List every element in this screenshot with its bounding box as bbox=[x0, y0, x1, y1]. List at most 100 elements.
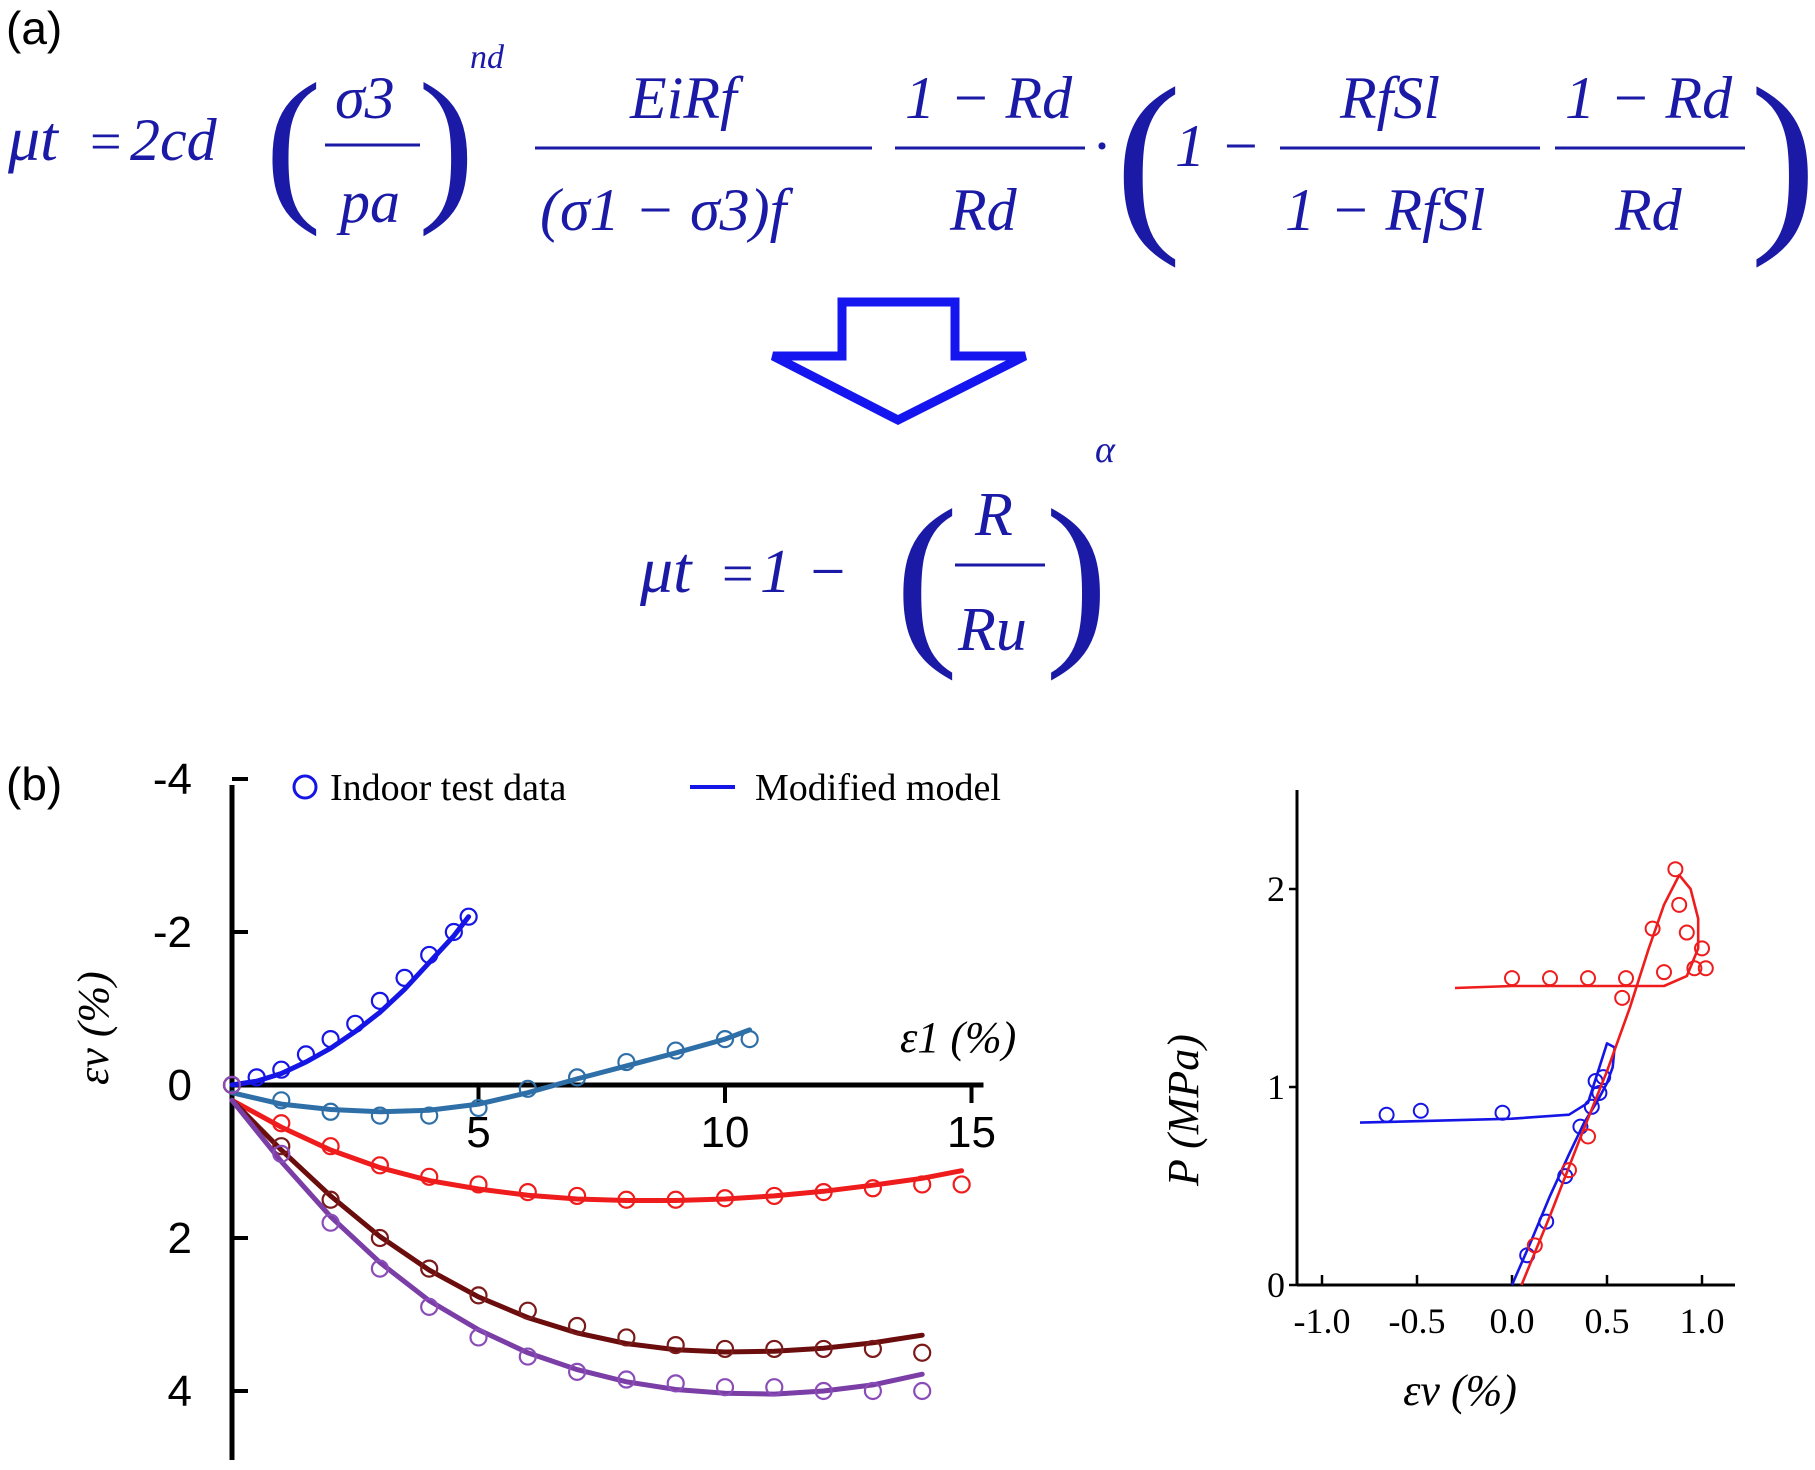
data-point bbox=[666, 1190, 685, 1209]
data-point bbox=[913, 1381, 932, 1401]
data-point bbox=[296, 1045, 316, 1064]
right-y-tick-label: 2 bbox=[1267, 869, 1285, 909]
data-point bbox=[617, 1190, 636, 1209]
svg-text:=: = bbox=[90, 111, 122, 173]
data-point bbox=[459, 907, 478, 926]
data-point bbox=[567, 1362, 587, 1381]
data-point bbox=[1686, 960, 1703, 977]
panel-label-b: (b) bbox=[6, 758, 62, 810]
data-point bbox=[913, 1175, 932, 1194]
data-point bbox=[567, 1068, 587, 1087]
eq1-sigdiff: (σ1 − σ3)f bbox=[540, 177, 794, 243]
data-point bbox=[913, 1343, 932, 1362]
data-point bbox=[272, 1060, 291, 1079]
left-series-4 bbox=[222, 1075, 932, 1401]
data-point bbox=[395, 968, 414, 988]
left-series bbox=[222, 907, 971, 1401]
legend: Indoor test data Modified model bbox=[292, 767, 1001, 809]
right-y-tick-label: 1 bbox=[1267, 1067, 1285, 1107]
data-point bbox=[420, 945, 439, 965]
data-point bbox=[1667, 861, 1684, 878]
eq1-sigma3: σ3 bbox=[335, 65, 395, 131]
left-y-axis-title: εv (%) bbox=[69, 971, 118, 1085]
data-point bbox=[814, 1339, 833, 1359]
data-point bbox=[617, 1052, 636, 1072]
data-point bbox=[321, 1190, 340, 1209]
eq2-alpha: α bbox=[1095, 429, 1116, 471]
data-point bbox=[1572, 1118, 1589, 1135]
data-point bbox=[370, 1259, 389, 1278]
data-point bbox=[715, 1189, 735, 1208]
data-point bbox=[222, 1075, 242, 1095]
eq1-one-minus-RfSl: 1 − RfSl bbox=[1285, 177, 1485, 243]
eq1-Rd: Rd bbox=[949, 177, 1018, 243]
legend-line-label: Modified model bbox=[755, 767, 1001, 809]
data-point bbox=[1671, 896, 1688, 913]
equation-2: μt = 1 − ( R Ru ) α bbox=[639, 429, 1116, 682]
eq1-one-minus-Rd-2: 1 − Rd bbox=[1565, 65, 1733, 131]
data-point bbox=[469, 1175, 488, 1194]
eq2-Ru: Ru bbox=[957, 596, 1027, 664]
left-x-tick-label: 15 bbox=[947, 1108, 996, 1157]
data-point bbox=[567, 1316, 587, 1336]
right-series-0 bbox=[1359, 1042, 1616, 1286]
eq1-pa: pa bbox=[336, 169, 400, 235]
fit-line bbox=[229, 1027, 753, 1115]
data-point bbox=[715, 1029, 735, 1049]
data-point bbox=[617, 1370, 636, 1389]
right-series bbox=[1359, 861, 1714, 1286]
data-point bbox=[370, 1106, 389, 1125]
left-series-1 bbox=[222, 1027, 759, 1125]
right-axes: 0 1 2 -1.0 -0.5 0.0 0.5 1.0 bbox=[1267, 790, 1735, 1341]
right-x-tick-label: 0.5 bbox=[1585, 1301, 1630, 1341]
data-point bbox=[1697, 960, 1714, 977]
right-x-tick-label: -0.5 bbox=[1389, 1301, 1446, 1341]
data-point bbox=[420, 1167, 439, 1186]
data-point bbox=[1694, 940, 1710, 957]
data-point bbox=[1656, 964, 1672, 981]
data-point bbox=[765, 1339, 784, 1359]
chart-right: 0 1 2 -1.0 -0.5 0.0 0.5 1.0 εv (%) P (MPa) bbox=[1159, 790, 1735, 1415]
data-point bbox=[1494, 1104, 1511, 1121]
left-y-tick-label: 0 bbox=[168, 1061, 192, 1110]
data-point bbox=[247, 1068, 266, 1087]
data-point bbox=[1526, 1237, 1543, 1254]
fit-line bbox=[1359, 1042, 1616, 1286]
left-y-tick-label: 2 bbox=[168, 1214, 192, 1263]
right-y-axis-title: P (MPa) bbox=[1159, 1034, 1208, 1187]
data-point bbox=[863, 1381, 883, 1401]
data-point bbox=[1583, 1098, 1600, 1115]
data-point bbox=[346, 1014, 365, 1033]
svg-text:): ) bbox=[418, 49, 475, 237]
data-point bbox=[1561, 1162, 1577, 1179]
fit-line bbox=[229, 914, 472, 1088]
data-point bbox=[765, 1186, 784, 1206]
eq1-EiRf: EiRf bbox=[629, 65, 744, 131]
data-point bbox=[272, 1144, 291, 1163]
right-x-axis-title: εv (%) bbox=[1403, 1366, 1517, 1415]
svg-text:(: ( bbox=[895, 472, 958, 682]
right-x-tick-label: -1.0 bbox=[1294, 1301, 1351, 1341]
data-point bbox=[469, 1098, 488, 1118]
legend-marker bbox=[292, 774, 318, 800]
data-point bbox=[420, 1106, 439, 1125]
data-point bbox=[1678, 924, 1695, 941]
left-y-tick-label: -2 bbox=[153, 908, 192, 957]
data-point bbox=[272, 1114, 291, 1133]
data-point bbox=[1504, 970, 1520, 987]
data-point bbox=[765, 1378, 784, 1397]
svg-text:): ) bbox=[1750, 48, 1815, 269]
legend-marker-label: Indoor test data bbox=[330, 767, 567, 809]
data-point bbox=[1618, 970, 1634, 987]
svg-text:): ) bbox=[1045, 472, 1108, 682]
data-point bbox=[370, 1228, 389, 1248]
fit-line bbox=[229, 1097, 925, 1397]
data-point bbox=[1542, 970, 1558, 987]
data-point bbox=[1538, 1213, 1555, 1230]
panel-label-a: (a) bbox=[6, 2, 62, 54]
data-point bbox=[814, 1381, 833, 1401]
data-point bbox=[1644, 920, 1661, 937]
